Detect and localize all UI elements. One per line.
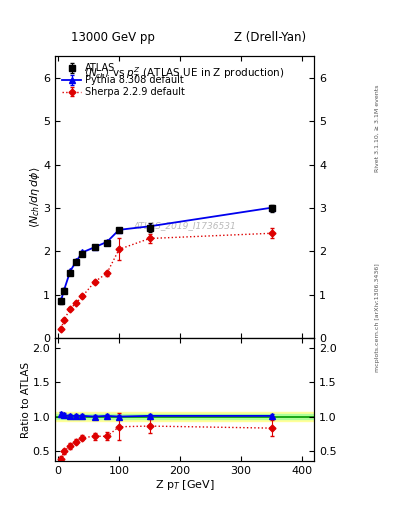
Y-axis label: $\langle N_{ch}/d\eta\, d\phi\rangle$: $\langle N_{ch}/d\eta\, d\phi\rangle$ bbox=[28, 166, 42, 228]
Text: ATLAS_2019_I1736531: ATLAS_2019_I1736531 bbox=[133, 221, 236, 230]
Legend: ATLAS, Pythia 8.308 default, Sherpa 2.2.9 default: ATLAS, Pythia 8.308 default, Sherpa 2.2.… bbox=[60, 61, 187, 99]
Bar bbox=[55, 412, 314, 421]
X-axis label: Z p$_T$ [GeV]: Z p$_T$ [GeV] bbox=[155, 478, 215, 493]
Text: mcplots.cern.ch [arXiv:1306.3436]: mcplots.cern.ch [arXiv:1306.3436] bbox=[375, 263, 380, 372]
Text: 13000 GeV pp: 13000 GeV pp bbox=[71, 31, 154, 44]
Text: Z (Drell-Yan): Z (Drell-Yan) bbox=[234, 31, 307, 44]
Text: $\langle N_{ch}\rangle$ vs $p_T^Z$ (ATLAS UE in Z production): $\langle N_{ch}\rangle$ vs $p_T^Z$ (ATLA… bbox=[84, 65, 285, 81]
Text: Rivet 3.1.10, ≥ 3.1M events: Rivet 3.1.10, ≥ 3.1M events bbox=[375, 84, 380, 172]
Bar bbox=[55, 415, 314, 419]
Y-axis label: Ratio to ATLAS: Ratio to ATLAS bbox=[21, 361, 31, 438]
